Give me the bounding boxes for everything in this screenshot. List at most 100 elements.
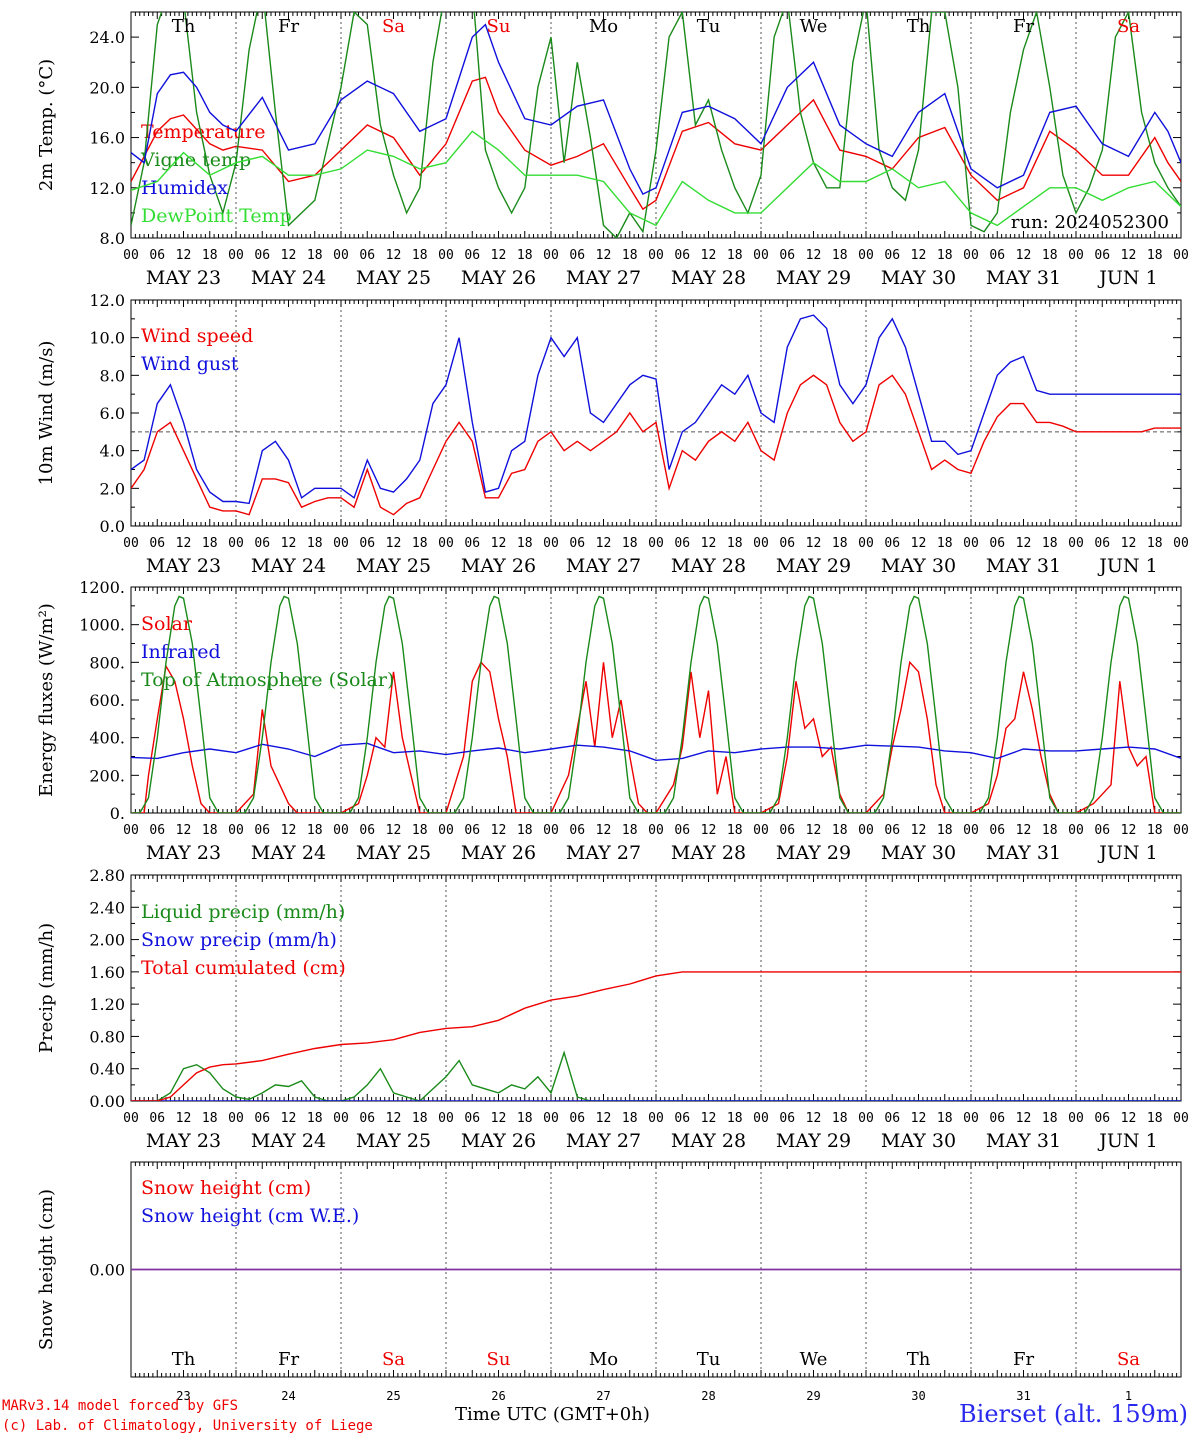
energy-hour-label: 18 bbox=[727, 823, 743, 838]
precip-hour-label: 06 bbox=[989, 1111, 1005, 1126]
precip-legend-item: Snow precip (mm/h) bbox=[141, 929, 337, 951]
temperature-date-label: MAY 27 bbox=[566, 267, 641, 289]
precip-date-label: JUN 1 bbox=[1097, 1130, 1157, 1152]
temperature-hour-label: 18 bbox=[1147, 248, 1163, 263]
precip-hour-label: 12 bbox=[1121, 1111, 1137, 1126]
precip-hour-label: 00 bbox=[123, 1111, 139, 1126]
temperature-hour-label: 12 bbox=[176, 248, 192, 263]
precip-hour-label: 00 bbox=[438, 1111, 454, 1126]
energy-hour-label: 00 bbox=[438, 823, 454, 838]
day-number: 26 bbox=[491, 1389, 505, 1403]
temperature-date-label: MAY 31 bbox=[986, 267, 1061, 289]
wind-ylabel: 10m Wind (m/s) bbox=[36, 341, 57, 486]
temperature-hour-label: 00 bbox=[858, 248, 874, 263]
energy-ytick-label: 0. bbox=[110, 804, 125, 823]
wind-hour-label: 00 bbox=[228, 536, 244, 551]
wind-hour-label: 18 bbox=[937, 536, 953, 551]
wind-date-label: MAY 23 bbox=[146, 555, 221, 577]
weekday-label: Sa bbox=[382, 16, 405, 37]
temperature-hour-label: 18 bbox=[832, 248, 848, 263]
energy-hour-label: 12 bbox=[491, 823, 507, 838]
weekday-label: Sa bbox=[1117, 16, 1140, 37]
energy-hour-label: 00 bbox=[123, 823, 139, 838]
precip-hour-label: 18 bbox=[1042, 1111, 1058, 1126]
temperature-hour-label: 00 bbox=[123, 248, 139, 263]
precip-hour-label: 18 bbox=[517, 1111, 533, 1126]
temperature-legend-item: Humidex bbox=[141, 177, 228, 199]
wind-date-label: MAY 26 bbox=[461, 555, 536, 577]
precip-hour-label: 18 bbox=[307, 1111, 323, 1126]
temperature-hour-label: 12 bbox=[1121, 248, 1137, 263]
wind-hour-label: 18 bbox=[307, 536, 323, 551]
temperature-date-label: MAY 30 bbox=[881, 267, 956, 289]
wind-hour-label: 00 bbox=[333, 536, 349, 551]
energy-series-top-of-atmosphere-solar bbox=[131, 595, 1181, 813]
precip-date-label: MAY 24 bbox=[251, 1130, 326, 1152]
temperature-ytick-label: 8.0 bbox=[100, 229, 125, 248]
precip-hour-label: 12 bbox=[491, 1111, 507, 1126]
weekday-label: Mo bbox=[589, 16, 618, 37]
energy-hour-label: 12 bbox=[176, 823, 192, 838]
precip-hour-label: 18 bbox=[622, 1111, 638, 1126]
weekday-label: Su bbox=[487, 16, 511, 37]
temperature-hour-label: 12 bbox=[911, 248, 927, 263]
wind-hour-label: 00 bbox=[858, 536, 874, 551]
temperature-ytick-label: 16.0 bbox=[89, 129, 125, 148]
precip-hour-label: 18 bbox=[937, 1111, 953, 1126]
temperature-date-label: MAY 24 bbox=[251, 267, 326, 289]
temperature-hour-label: 00 bbox=[648, 248, 664, 263]
wind-hour-label: 00 bbox=[648, 536, 664, 551]
precip-hour-label: 18 bbox=[727, 1111, 743, 1126]
wind-hour-label: 12 bbox=[176, 536, 192, 551]
weekday-label: Th bbox=[907, 1349, 931, 1370]
precip-ytick-label: 0.00 bbox=[89, 1092, 125, 1111]
precip-hour-label: 12 bbox=[386, 1111, 402, 1126]
temperature-hour-label: 00 bbox=[333, 248, 349, 263]
precip-hour-label: 00 bbox=[1068, 1111, 1084, 1126]
wind-hour-label: 18 bbox=[727, 536, 743, 551]
wind-ytick-label: 0.0 bbox=[100, 517, 125, 536]
wind-hour-label: 00 bbox=[1173, 536, 1189, 551]
wind-hour-label: 00 bbox=[543, 536, 559, 551]
temperature-hour-label: 12 bbox=[701, 248, 717, 263]
precip-hour-label: 06 bbox=[149, 1111, 165, 1126]
wind-hour-label: 06 bbox=[989, 536, 1005, 551]
wind-date-label: MAY 30 bbox=[881, 555, 956, 577]
temperature-legend-item: Vigne temp bbox=[140, 149, 251, 171]
precip-hour-label: 06 bbox=[254, 1111, 270, 1126]
temperature-hour-label: 00 bbox=[228, 248, 244, 263]
energy-ytick-label: 400. bbox=[89, 729, 125, 748]
precip-legend-item: Liquid precip (mm/h) bbox=[141, 901, 345, 923]
energy-hour-label: 12 bbox=[281, 823, 297, 838]
temperature-date-label: MAY 28 bbox=[671, 267, 746, 289]
precip-date-label: MAY 30 bbox=[881, 1130, 956, 1152]
wind-hour-label: 18 bbox=[832, 536, 848, 551]
energy-hour-label: 06 bbox=[779, 823, 795, 838]
energy-hour-label: 06 bbox=[884, 823, 900, 838]
model-credit: MARv3.14 model forced by GFS bbox=[2, 1398, 239, 1414]
wind-date-label: JUN 1 bbox=[1097, 555, 1157, 577]
energy-hour-label: 00 bbox=[333, 823, 349, 838]
temperature-hour-label: 06 bbox=[1094, 248, 1110, 263]
precip-date-label: MAY 23 bbox=[146, 1130, 221, 1152]
energy-hour-label: 00 bbox=[963, 823, 979, 838]
temperature-hour-label: 06 bbox=[464, 248, 480, 263]
precip-hour-label: 00 bbox=[753, 1111, 769, 1126]
weekday-label: We bbox=[800, 16, 828, 37]
temperature-hour-label: 12 bbox=[1016, 248, 1032, 263]
energy-ytick-label: 200. bbox=[89, 766, 125, 785]
snow-legend-item: Snow height (cm) bbox=[141, 1177, 311, 1199]
temperature-series-vigne-temp bbox=[131, 12, 1181, 238]
wind-hour-label: 00 bbox=[963, 536, 979, 551]
x-axis-title: Time UTC (GMT+0h) bbox=[455, 1404, 650, 1425]
precip-hour-label: 06 bbox=[884, 1111, 900, 1126]
precip-hour-label: 06 bbox=[359, 1111, 375, 1126]
energy-ytick-label: 1000. bbox=[79, 616, 125, 635]
day-number: 1 bbox=[1125, 1389, 1132, 1403]
temperature-hour-label: 00 bbox=[1068, 248, 1084, 263]
energy-date-label: JUN 1 bbox=[1097, 842, 1157, 864]
energy-hour-label: 00 bbox=[753, 823, 769, 838]
temperature-hour-label: 06 bbox=[359, 248, 375, 263]
precip-hour-label: 18 bbox=[1147, 1111, 1163, 1126]
